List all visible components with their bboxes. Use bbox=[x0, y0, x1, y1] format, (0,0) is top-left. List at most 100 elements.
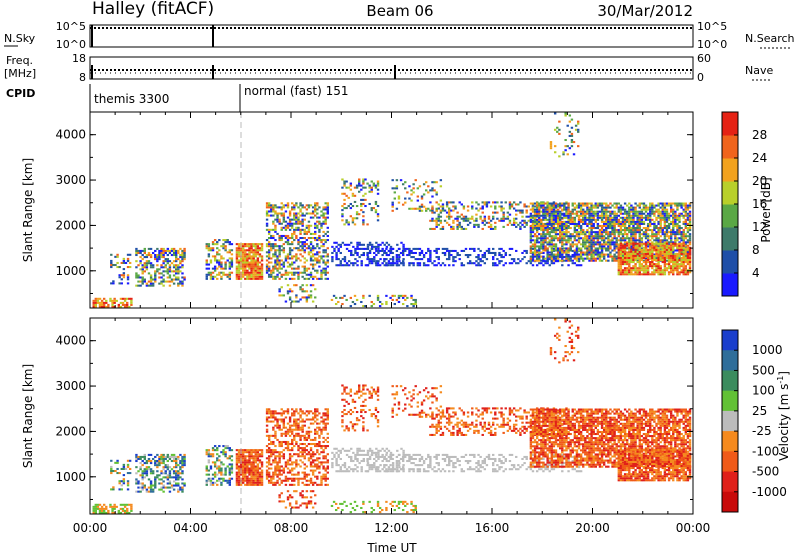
power-cell bbox=[640, 212, 644, 215]
power-cell bbox=[303, 236, 306, 240]
power-cell bbox=[634, 265, 637, 268]
power-cell bbox=[479, 264, 482, 267]
power-cell bbox=[376, 205, 380, 208]
power-cell bbox=[567, 264, 570, 267]
power-cell bbox=[412, 207, 415, 210]
power-cell bbox=[640, 208, 644, 211]
power-cell bbox=[222, 267, 225, 270]
velocity-cell bbox=[128, 503, 131, 506]
power-cell bbox=[166, 247, 170, 250]
power-cell bbox=[590, 218, 593, 221]
power-cell bbox=[640, 218, 644, 221]
power-cell bbox=[655, 239, 658, 242]
power-cell bbox=[657, 214, 660, 217]
power-cell bbox=[475, 207, 478, 210]
power-cell bbox=[630, 267, 633, 270]
velocity-cell bbox=[107, 511, 110, 514]
power-cell bbox=[688, 271, 692, 274]
power-cell bbox=[686, 269, 690, 272]
power-cell bbox=[592, 241, 595, 244]
power-cell bbox=[676, 202, 679, 205]
power-cell bbox=[401, 262, 405, 265]
power-cell bbox=[360, 300, 363, 304]
power-cell bbox=[619, 252, 623, 255]
power-cell bbox=[628, 218, 631, 221]
power-cell bbox=[542, 237, 545, 240]
power-cell bbox=[573, 202, 577, 205]
power-cell bbox=[402, 247, 405, 250]
power-cell bbox=[508, 213, 512, 216]
power-cell bbox=[600, 214, 604, 217]
power-cell bbox=[284, 236, 288, 240]
power-cell bbox=[168, 270, 172, 273]
power-cell bbox=[634, 248, 637, 251]
power-cell bbox=[345, 298, 348, 301]
power-cell bbox=[636, 259, 639, 262]
power-cell bbox=[326, 234, 329, 237]
power-cell bbox=[445, 258, 449, 261]
power-cell bbox=[318, 220, 321, 223]
power-cell bbox=[295, 284, 298, 287]
power-cell bbox=[389, 245, 393, 248]
power-cell bbox=[571, 222, 574, 225]
power-cell bbox=[205, 267, 208, 270]
power-cell bbox=[314, 263, 317, 266]
velocity-cell bbox=[168, 466, 172, 469]
power-cell bbox=[418, 247, 422, 250]
power-cell bbox=[570, 145, 574, 148]
power-cell bbox=[260, 247, 264, 250]
power-cell bbox=[531, 214, 535, 217]
power-cell bbox=[397, 264, 401, 267]
power-cell bbox=[183, 254, 186, 257]
power-cell bbox=[314, 204, 317, 207]
power-cell bbox=[592, 214, 595, 217]
power-cell bbox=[568, 130, 572, 133]
power-cell bbox=[678, 231, 681, 234]
power-cell bbox=[554, 253, 558, 256]
power-cell bbox=[162, 270, 165, 273]
velocity-cell bbox=[156, 466, 159, 469]
power-cell bbox=[538, 245, 541, 248]
power-cell bbox=[316, 259, 319, 262]
power-cell bbox=[475, 223, 478, 226]
power-cell bbox=[318, 234, 321, 237]
power-cell bbox=[293, 277, 296, 280]
power-cell bbox=[561, 247, 564, 250]
power-cell bbox=[559, 214, 562, 217]
power-cell bbox=[239, 257, 243, 260]
power-cell bbox=[502, 215, 505, 218]
power-cell bbox=[623, 269, 627, 272]
power-cell bbox=[299, 208, 302, 211]
power-cell bbox=[418, 258, 422, 261]
power-cell bbox=[324, 212, 327, 215]
power-cell bbox=[267, 204, 271, 207]
velocity-cell bbox=[207, 477, 211, 480]
power-cell bbox=[278, 271, 281, 274]
power-cell bbox=[429, 251, 432, 255]
power-cell bbox=[293, 255, 296, 258]
power-cell bbox=[333, 241, 336, 244]
power-cell bbox=[548, 251, 551, 254]
power-cell bbox=[596, 247, 600, 250]
velocity-cell bbox=[102, 511, 106, 514]
velocity-cell bbox=[130, 503, 133, 506]
power-cell bbox=[515, 249, 518, 252]
velocity-cell bbox=[181, 488, 184, 491]
velocity-cell bbox=[166, 486, 170, 489]
power-cell bbox=[445, 203, 449, 206]
power-cell bbox=[623, 271, 627, 274]
power-cell bbox=[600, 218, 604, 221]
power-cell bbox=[256, 269, 260, 272]
power-cell bbox=[433, 189, 436, 192]
power-cell bbox=[252, 249, 255, 252]
velocity-cell bbox=[122, 482, 126, 485]
velocity-cell bbox=[164, 470, 167, 473]
power-cell bbox=[621, 250, 625, 253]
velocity-cell bbox=[175, 476, 178, 479]
power-cell bbox=[368, 186, 371, 189]
power-cell bbox=[542, 243, 545, 246]
power-cell bbox=[617, 206, 621, 209]
power-cell bbox=[594, 227, 597, 230]
power-cell bbox=[573, 229, 577, 232]
power-cell bbox=[546, 237, 549, 240]
